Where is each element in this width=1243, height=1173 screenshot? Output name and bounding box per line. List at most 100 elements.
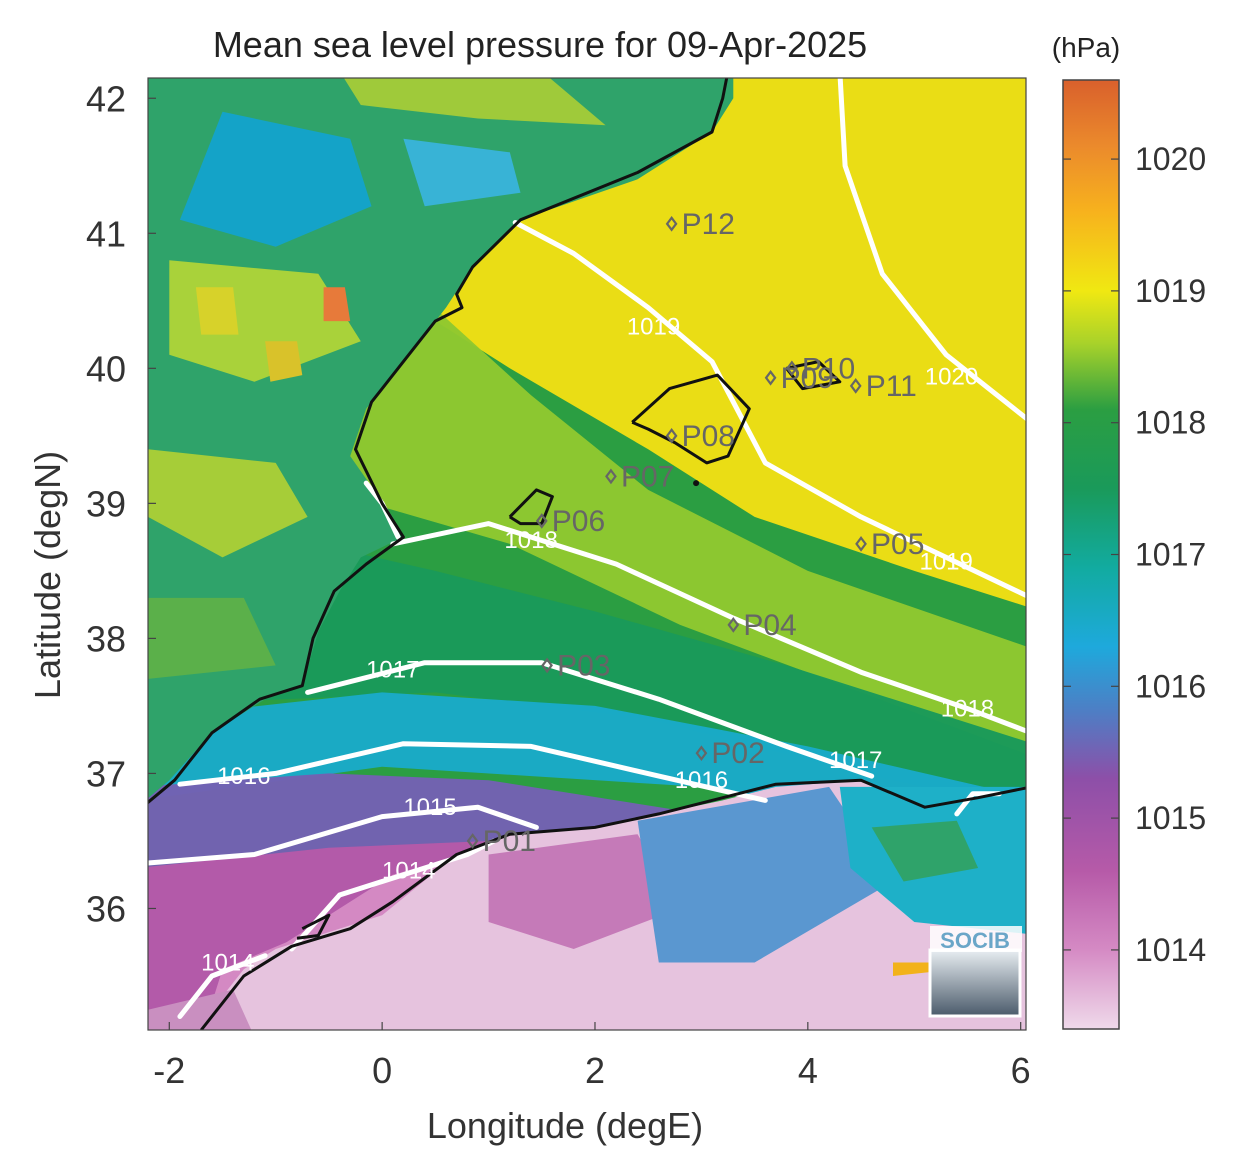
isobar-label: 1019 (919, 548, 972, 575)
station-marker-icon (727, 617, 740, 633)
isobar-label: 1019 (627, 313, 680, 340)
isobar-label: 1020 (925, 363, 978, 390)
station-label: P05 (871, 528, 924, 561)
station-p03[interactable]: P03 (541, 649, 611, 682)
station-marker-icon (665, 216, 678, 232)
x-axis-label: Longitude (degE) (427, 1105, 703, 1146)
coastline-segment (631, 373, 751, 465)
colorbar-tick-label: 1014 (1135, 932, 1206, 968)
colorbar-ticks: 1014 1015 1016 1017 1018 1019 1020 (1063, 141, 1206, 968)
terrain-patch (265, 341, 303, 382)
y-tick-label: 39 (86, 483, 126, 524)
y-tick-label: 41 (86, 213, 126, 254)
y-tick-label: 42 (86, 78, 126, 119)
map-area: 1014 1014 1015 1016 1016 1017 1017 1018 1018 1019… (148, 78, 1026, 1030)
station-marker-icon (849, 378, 862, 394)
colorbar: 1014 1015 1016 1017 1018 1019 1020 (hPa) (1052, 32, 1206, 1030)
land-shading (148, 78, 1026, 1030)
socib-logo: SOCIB (928, 926, 1022, 1018)
isobar (177, 741, 768, 803)
station-p06[interactable]: P06 (535, 505, 605, 538)
isobar (305, 660, 875, 779)
terrain-patch (488, 834, 681, 949)
colorbar-tick-label: 1019 (1135, 273, 1206, 309)
isobar-label: 1015 (403, 794, 456, 821)
terrain-patch (637, 786, 893, 963)
colorbar-tick-label: 1016 (1135, 668, 1206, 704)
station-marker-icon (695, 745, 708, 762)
colorbar-gradient (1062, 79, 1120, 1030)
station-label: P10 (802, 352, 855, 385)
y-tick-label: 38 (86, 618, 126, 659)
isobar (177, 953, 268, 1019)
map-frame (147, 77, 1027, 1031)
isobar (148, 804, 539, 866)
station-label: P08 (682, 420, 735, 453)
map-title: Mean sea level pressure for 09-Apr-2025 (213, 24, 867, 65)
x-tick-label: 2 (585, 1050, 605, 1091)
terrain-patch (179, 111, 372, 247)
isobar-labels: 1014 1014 1015 1016 1016 1017 1017 1018 1018 1019… (201, 313, 994, 976)
station-marker-icon (541, 657, 553, 674)
pressure-band (148, 692, 1026, 852)
colorbar-tick-label: 1017 (1135, 537, 1206, 573)
station-marker-icon (665, 428, 678, 444)
station-marker-icon (605, 468, 617, 485)
colorbar-tick-label: 1015 (1135, 800, 1206, 836)
isobar-label: 1016 (675, 767, 728, 794)
station-label: P11 (866, 370, 917, 403)
islet (693, 480, 700, 487)
y-tick-label: 40 (86, 348, 126, 389)
station-p10[interactable]: P10 (785, 352, 855, 385)
station-label: P03 (557, 649, 610, 682)
station-marker-icon (535, 513, 548, 529)
station-p12[interactable]: P12 (665, 208, 735, 241)
station-p08[interactable]: P08 (665, 420, 735, 453)
station-marker-icon (466, 833, 479, 849)
y-tick-label: 36 (86, 888, 126, 929)
isobar-label: 1016 (217, 763, 270, 790)
station-marker-icon (785, 360, 798, 377)
x-axis: -2 0 2 4 6 (153, 1022, 1031, 1091)
isobar (289, 838, 497, 952)
station-p01[interactable]: P01 (466, 825, 536, 858)
station-p04[interactable]: P04 (727, 609, 797, 642)
station-label: P02 (711, 737, 764, 770)
station-label: P06 (552, 505, 605, 538)
terrain-patch (403, 138, 521, 207)
x-tick-label: 0 (372, 1050, 392, 1091)
station-label: P04 (743, 609, 796, 642)
station-marker-icon (764, 369, 777, 386)
station-p11[interactable]: P11 (849, 370, 917, 403)
y-tick-label: 37 (86, 753, 126, 794)
socib-logo-text: SOCIB (940, 928, 1010, 953)
colorbar-tick-label: 1018 (1135, 405, 1206, 441)
isobar-label: 1017 (829, 747, 882, 774)
coastline-segment (508, 488, 554, 526)
x-tick-label: 6 (1011, 1050, 1031, 1091)
isobar-label: 1017 (366, 656, 419, 683)
coastline-segment (148, 78, 729, 805)
x-tick-label: -2 (153, 1050, 185, 1091)
isobar-label: 1014 (201, 949, 254, 976)
station-p07[interactable]: P07 (605, 460, 674, 493)
coastline-segment (296, 913, 331, 940)
station-p02[interactable]: P02 (695, 737, 765, 770)
terrain-patch (148, 597, 276, 679)
isobar-label: 1014 (382, 858, 435, 885)
y-axis: 36 37 38 39 40 41 42 (86, 78, 156, 929)
coastline-segment (200, 778, 1026, 1030)
station-p05[interactable]: P05 (855, 528, 925, 561)
terrain-patch (871, 820, 979, 882)
x-tick-label: 4 (798, 1050, 818, 1091)
coastline (148, 78, 1026, 1030)
colorbar-tick-label: 1020 (1135, 141, 1206, 177)
colorbar-unit: (hPa) (1052, 32, 1120, 63)
coastline-segment (785, 360, 842, 391)
terrain-patch (148, 449, 308, 558)
isobar (837, 78, 1026, 422)
terrain-patch (343, 78, 606, 126)
terrain-patch (323, 287, 351, 322)
